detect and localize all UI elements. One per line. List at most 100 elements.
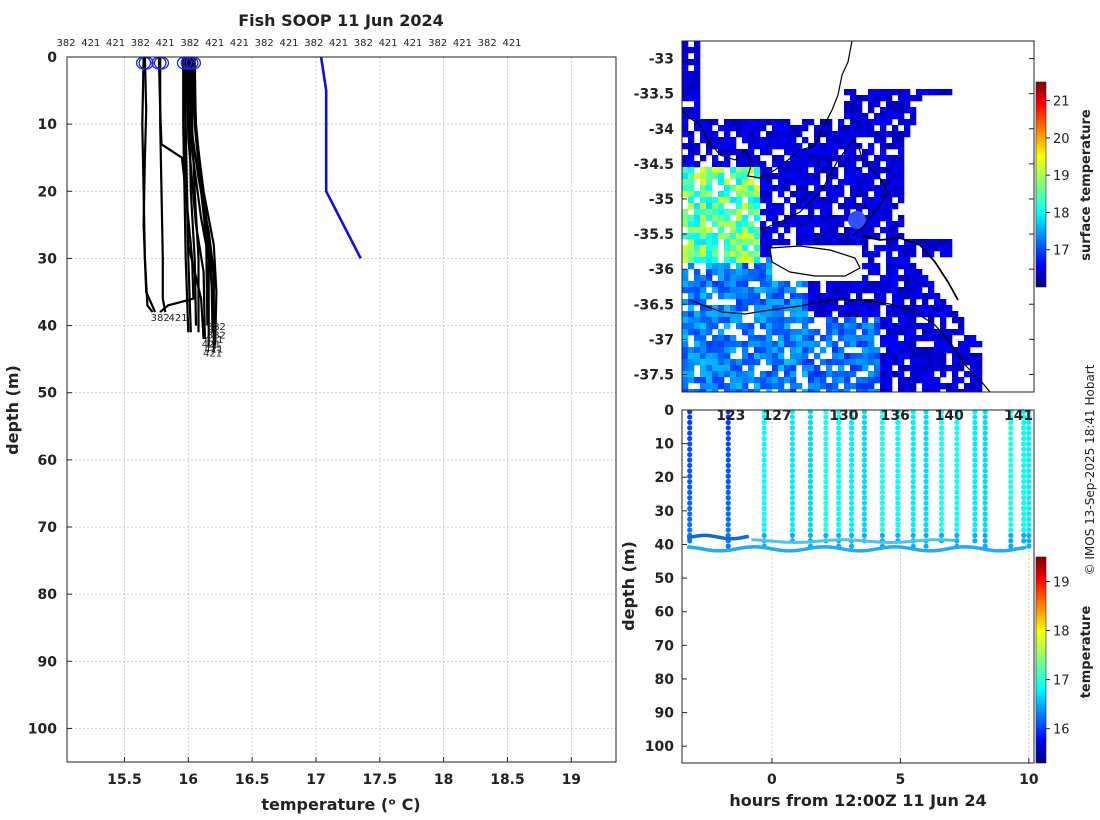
section-cast-point	[1021, 462, 1027, 469]
sst-cell	[862, 251, 869, 258]
section-cast-point	[807, 489, 814, 495]
temp-colorbar-label: temperature	[1079, 606, 1094, 699]
sst-cell	[718, 209, 725, 216]
sst-cell	[766, 131, 773, 138]
sst-cell	[724, 293, 731, 300]
sst-cell	[766, 329, 773, 336]
section-cast-point	[879, 500, 886, 506]
sst-cell	[892, 359, 899, 366]
sst-cell	[784, 161, 791, 168]
sst-cell	[694, 335, 701, 342]
sst-cell	[850, 329, 857, 336]
sst-cell	[790, 173, 797, 180]
sst-cell	[772, 293, 779, 300]
sst-cell	[688, 215, 695, 222]
sst-cell	[856, 173, 863, 180]
profile-line-profile-2	[142, 57, 157, 313]
section-cast-point	[954, 479, 960, 485]
sst-cell	[706, 167, 713, 174]
section-bottom-track-cold	[686, 533, 750, 541]
sst-cell	[952, 383, 959, 390]
sst-cell	[748, 125, 755, 132]
sst-cell	[874, 311, 881, 318]
sst-cell	[838, 221, 845, 228]
sst-cell	[856, 341, 863, 348]
section-cast-point	[1008, 414, 1014, 420]
sst-cell	[826, 203, 833, 210]
sst-cell	[856, 233, 863, 240]
sst-cell	[772, 227, 779, 234]
sst-cell	[928, 365, 935, 372]
sst-cell	[862, 281, 869, 288]
sst-cell	[862, 131, 869, 138]
sst-cell	[724, 185, 731, 192]
section-cast-point	[1008, 419, 1014, 426]
left-y-tick-label: 10	[38, 117, 58, 133]
section-cast-point	[923, 410, 929, 415]
sst-cell	[838, 323, 845, 330]
coastline-east	[861, 235, 959, 301]
section-cast-point	[954, 473, 960, 479]
section-cast-point	[848, 446, 855, 452]
sst-cell	[874, 371, 881, 378]
section-cast-point	[1021, 473, 1027, 479]
sst-cell	[814, 179, 821, 186]
sst-cell	[760, 299, 767, 306]
sst-cell	[712, 383, 719, 390]
sst-cell	[892, 113, 899, 120]
sst-cell	[712, 197, 719, 204]
sst-cell	[712, 161, 719, 168]
left-x-tick-label: 18	[434, 772, 453, 788]
sst-cell	[688, 113, 695, 120]
sst-cell	[742, 245, 749, 252]
sst-cell	[922, 239, 929, 246]
sst-cell	[688, 131, 695, 138]
section-cast-point	[938, 473, 945, 479]
sst-cell	[730, 275, 737, 282]
sst-cell	[838, 371, 845, 378]
sst-cell	[694, 209, 701, 216]
sst-cell	[730, 305, 737, 312]
sst-cell	[922, 305, 929, 312]
section-cast-point	[1021, 468, 1027, 474]
sst-cell	[868, 209, 875, 216]
sst-cell	[844, 179, 851, 186]
sst-cell	[760, 263, 767, 270]
sst-cell	[850, 191, 857, 198]
sst-cell	[886, 275, 893, 282]
sst-cell	[736, 323, 743, 330]
sst-cell	[700, 353, 707, 360]
section-cast-point	[982, 452, 988, 458]
sst-cell	[946, 341, 953, 348]
top-label: 382	[131, 38, 150, 49]
section-cast-point	[895, 462, 901, 469]
section-top-label: 130	[829, 408, 858, 424]
sst-cell	[730, 269, 737, 276]
sst-cell	[760, 341, 767, 348]
section-cast-point	[848, 532, 855, 538]
sst-cell	[742, 161, 749, 168]
sst-cell	[820, 371, 827, 378]
sst-cell	[910, 335, 917, 342]
sst-cell	[736, 245, 743, 252]
section-cast-point	[848, 414, 855, 420]
sst-cell	[898, 233, 905, 240]
sst-cell	[922, 311, 929, 318]
sst-cell	[784, 185, 791, 192]
sst-cell	[814, 215, 821, 222]
sst-cell	[682, 119, 689, 126]
map-y-tick-label: -35.5	[634, 227, 674, 243]
sst-cell	[892, 179, 899, 186]
sst-cell	[886, 179, 893, 186]
sst-cell	[682, 365, 689, 372]
section-cast-point	[807, 452, 814, 458]
sst-cell	[862, 125, 869, 132]
sst-cell	[898, 245, 905, 252]
sst-cell	[712, 257, 719, 264]
section-cast-point	[725, 489, 731, 495]
sst-cell	[862, 299, 869, 306]
sst-cell	[790, 389, 797, 392]
sst-cell	[844, 143, 851, 150]
sst-cell	[730, 221, 737, 228]
left-x-label: temperature (ᵒ C)	[261, 795, 420, 814]
